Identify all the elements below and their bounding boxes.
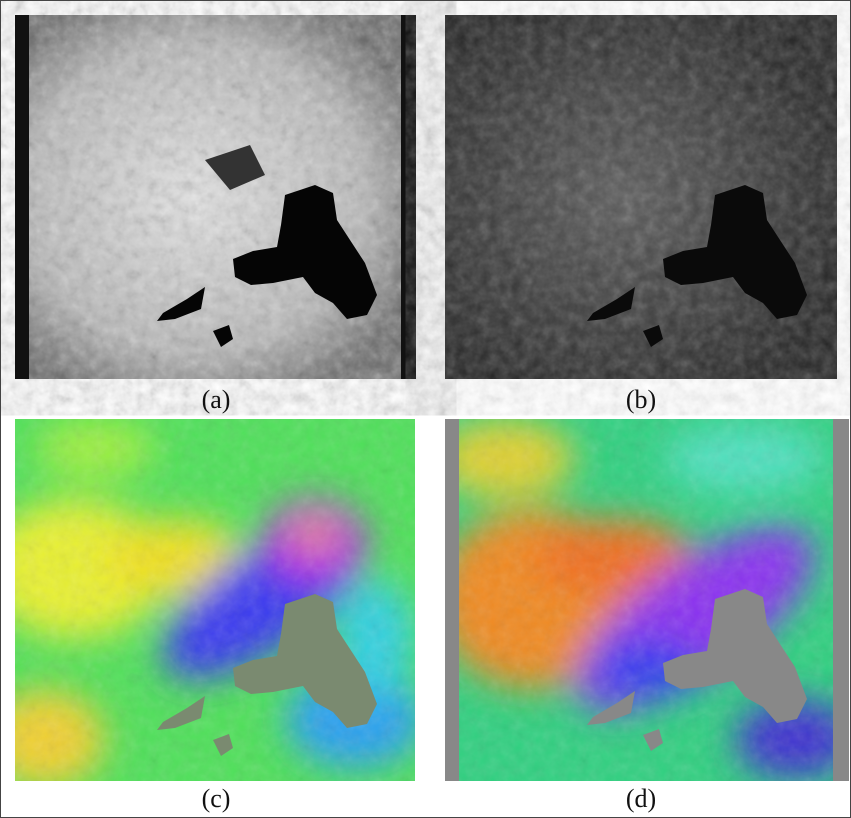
panel-a-image [15, 15, 416, 379]
panel-label: (d) [626, 784, 656, 813]
panel-label: (b) [626, 385, 656, 414]
panel-d-image [435, 419, 850, 781]
panel-b-image [445, 15, 837, 379]
panel-label: (c) [202, 784, 231, 813]
figure-canvas: (a) (b) (c) (d) [1, 1, 850, 817]
panel-label: (a) [202, 385, 231, 414]
panel-c-image [1, 419, 425, 789]
figure: (a) (b) (c) (d) [0, 0, 851, 818]
